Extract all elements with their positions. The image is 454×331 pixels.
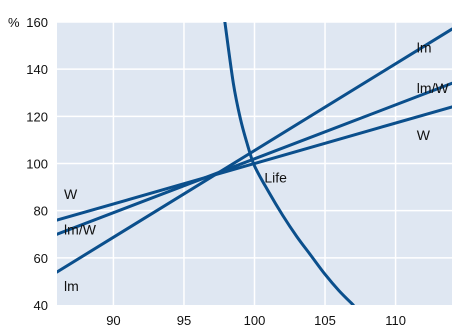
line-labels: lm lm/W W Life Wlm/W lm: [64, 40, 449, 294]
y-tick-label: 100: [26, 157, 48, 172]
y-tick-label: 60: [34, 251, 48, 266]
y-tick-label: 160: [26, 15, 48, 30]
line-label: lm/W: [417, 80, 450, 96]
series-lines: [57, 22, 452, 305]
x-tick-label: 110: [385, 313, 406, 328]
line-label: lm: [417, 40, 432, 56]
series-line-lm: [57, 27, 452, 274]
series-line-life: [223, 22, 355, 305]
line-label: lm: [64, 278, 79, 294]
x-tick-label: 90: [106, 313, 120, 328]
line-label: lm/W: [64, 221, 97, 237]
y-unit-label: %: [8, 15, 20, 30]
line-label: W: [417, 127, 431, 143]
y-axis-ticks: 40 60 80 100 120 140 160%: [8, 15, 48, 313]
x-axis-ticks: 90 95 100 105 110: [106, 313, 406, 328]
x-tick-label: 100: [244, 313, 266, 328]
series-line-lm-per-w: [57, 81, 452, 236]
line-label: W: [64, 186, 78, 202]
x-tick-label: 95: [177, 313, 191, 328]
line-label: Life: [264, 169, 287, 185]
y-tick-label: 40: [34, 298, 48, 313]
y-tick-label: 140: [26, 62, 48, 77]
y-tick-label: 80: [34, 204, 48, 219]
x-tick-label: 105: [314, 313, 336, 328]
y-tick-label: 120: [26, 109, 48, 124]
